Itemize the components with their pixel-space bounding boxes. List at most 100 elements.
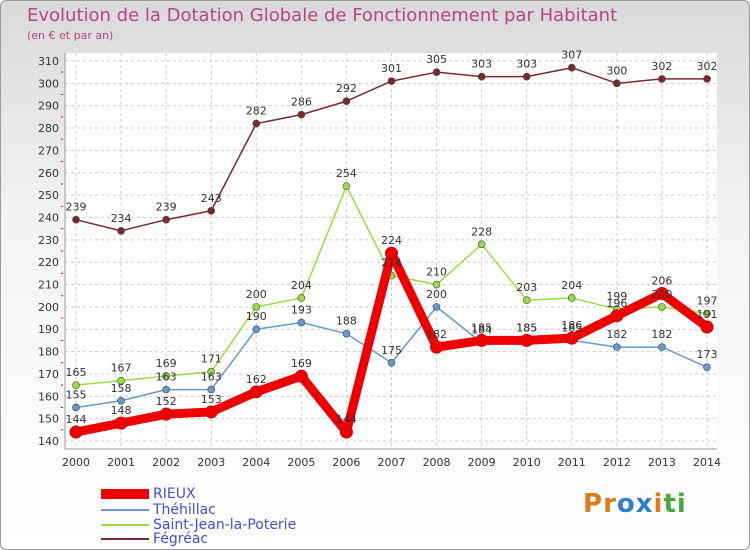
series-point-1 <box>297 294 306 302</box>
series-point-2 <box>297 318 306 327</box>
series-point-2 <box>703 363 711 372</box>
data-label-2: 184 <box>471 324 492 337</box>
series-point-2 <box>207 385 216 394</box>
data-label-3: 153 <box>201 393 222 406</box>
series-point-2 <box>342 329 351 338</box>
series-point-0 <box>252 119 261 128</box>
series-point-0 <box>72 215 80 224</box>
data-label-2: 200 <box>426 288 447 301</box>
x-tick-label: 2008 <box>423 456 451 469</box>
series-point-0 <box>387 77 396 85</box>
x-tick-label: 2007 <box>378 456 406 469</box>
series-point-3 <box>159 407 173 421</box>
data-label-3: 185 <box>516 321 537 334</box>
data-label-0: 300 <box>606 64 627 77</box>
y-tick-label: 160 <box>38 390 59 403</box>
series-point-0 <box>162 215 170 224</box>
series-point-0 <box>342 97 351 106</box>
series-point-0 <box>297 110 306 119</box>
series-point-1 <box>432 280 441 289</box>
data-label-0: 307 <box>561 49 582 62</box>
series-point-3 <box>475 333 489 347</box>
series-point-0 <box>522 72 531 81</box>
series-point-3 <box>655 286 669 300</box>
data-label-1: 171 <box>201 353 222 366</box>
y-tick-label: 190 <box>38 323 59 336</box>
series-point-1 <box>252 303 261 311</box>
series-point-3 <box>610 309 624 323</box>
logo-letter: r <box>603 489 617 519</box>
data-label-1: 199 <box>606 290 627 303</box>
data-label-3: 144 <box>336 413 357 426</box>
data-label-3: 191 <box>697 308 718 321</box>
data-label-0: 239 <box>156 201 177 214</box>
legend-label-thehillac: Théhillac <box>153 502 216 518</box>
legend-item-thehillac[interactable]: Théhillac <box>101 502 216 518</box>
data-label-0: 305 <box>426 53 447 66</box>
x-tick-label: 2004 <box>242 456 270 469</box>
data-label-3: 152 <box>156 395 177 408</box>
x-tick-label: 2013 <box>648 456 676 469</box>
legend-item-rieux[interactable]: RIEUX <box>101 486 196 502</box>
legend-item-fegreac[interactable]: Fégréac <box>101 531 208 547</box>
legend-label-saint-jean: Saint-Jean-la-Poterie <box>153 517 297 533</box>
data-label-2: 173 <box>697 348 718 361</box>
logo-letter: o <box>616 489 636 519</box>
x-tick-label: 2014 <box>693 456 721 469</box>
data-label-2: 188 <box>336 315 357 328</box>
series-point-3 <box>69 425 83 439</box>
data-label-3: 196 <box>606 297 627 310</box>
logo-letter: x <box>635 489 654 519</box>
data-label-0: 239 <box>66 201 87 214</box>
series-point-0 <box>613 79 621 88</box>
data-label-2: 155 <box>66 388 87 401</box>
series-point-1 <box>703 309 711 318</box>
data-label-3: 186 <box>561 319 582 332</box>
x-tick-label: 2000 <box>62 456 90 469</box>
y-tick-label: 250 <box>38 189 59 202</box>
series-point-3 <box>385 246 398 260</box>
data-label-3: 169 <box>291 357 312 370</box>
legend-swatch-rieux <box>101 489 149 499</box>
y-tick-label: 210 <box>38 279 59 292</box>
y-tick-label: 150 <box>38 413 59 426</box>
series-point-3 <box>249 385 263 399</box>
series-point-1 <box>162 372 170 380</box>
legend-item-saint-jean[interactable]: Saint-Jean-la-Poterie <box>101 517 297 533</box>
data-label-1: 214 <box>381 257 402 270</box>
y-tick-label: 280 <box>38 122 59 135</box>
series-point-3 <box>204 405 218 419</box>
series-point-0 <box>432 68 441 76</box>
series-point-2 <box>658 343 666 351</box>
series-point-3 <box>565 331 579 345</box>
series-point-2 <box>252 325 261 334</box>
series-point-1 <box>658 303 666 311</box>
data-label-2: 193 <box>291 304 312 317</box>
data-label-2: 163 <box>201 371 222 384</box>
legend-swatch-thehillac <box>101 509 149 511</box>
data-label-0: 282 <box>246 105 267 118</box>
data-label-3: 162 <box>246 373 267 386</box>
data-label-2: 185 <box>561 321 582 334</box>
data-label-1: 203 <box>516 281 537 294</box>
y-tick-label: 140 <box>38 435 59 448</box>
data-label-2: 163 <box>156 371 177 384</box>
data-label-3: 185 <box>471 321 492 334</box>
chart-subtitle: (en € et par an) <box>27 29 114 42</box>
legend-label-rieux: RIEUX <box>153 486 196 502</box>
series-point-2 <box>72 403 80 412</box>
data-label-0: 286 <box>291 96 312 109</box>
x-tick-label: 2001 <box>107 456 135 469</box>
data-label-1: 169 <box>156 357 177 370</box>
x-tick-label: 2006 <box>332 456 360 469</box>
data-label-1: 254 <box>336 167 357 180</box>
y-tick-label: 310 <box>38 55 59 68</box>
y-tick-label: 170 <box>38 368 59 381</box>
y-tick-label: 300 <box>38 77 59 90</box>
x-tick-label: 2012 <box>603 456 631 469</box>
data-label-0: 243 <box>201 192 222 205</box>
logo-letter: i <box>653 489 664 519</box>
data-label-3: 144 <box>66 413 87 426</box>
series-point-1 <box>207 367 216 376</box>
